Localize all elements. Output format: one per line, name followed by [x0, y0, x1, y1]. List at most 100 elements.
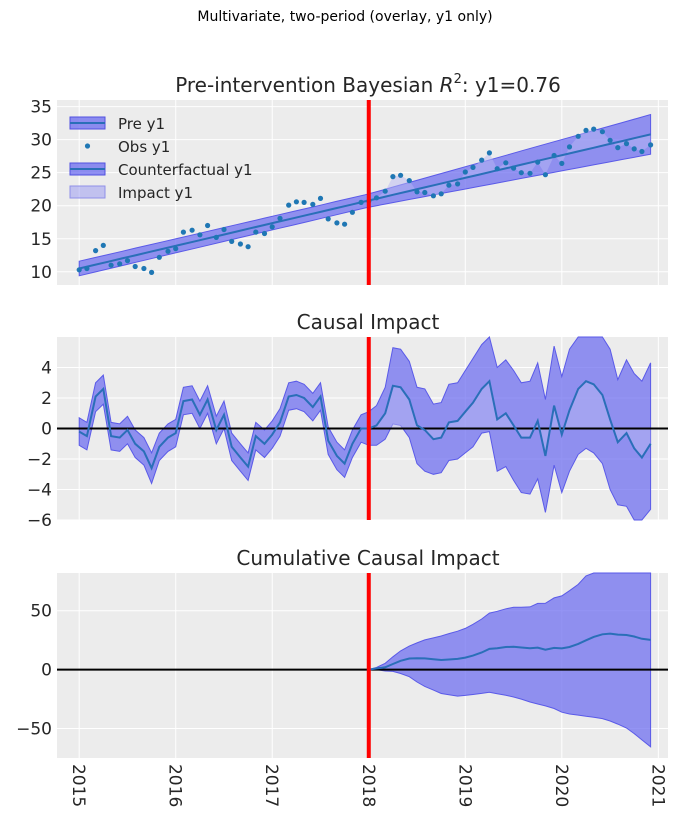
observed-point — [349, 209, 355, 215]
observed-point — [342, 221, 348, 227]
legend-item-impact: Impact y1 — [69, 184, 193, 202]
observed-point — [286, 202, 292, 208]
panel1-title-r: R — [440, 73, 454, 97]
cumulative-mean-line — [368, 632, 651, 671]
x-tick-label: 2019 — [454, 764, 474, 807]
observed-point — [623, 141, 630, 147]
panel1-data — [76, 100, 654, 285]
y-tick-label: 20 — [30, 197, 52, 217]
legend-item-obs: Obs y1 — [84, 138, 170, 156]
observed-point — [583, 127, 589, 133]
y-tick-label: −2 — [27, 450, 52, 470]
y-tick-label: 15 — [30, 230, 52, 250]
observed-point — [398, 172, 404, 178]
observed-point — [551, 152, 557, 159]
observed-point — [648, 142, 654, 148]
observed-point — [213, 234, 219, 240]
observed-point — [438, 191, 444, 197]
observed-point — [141, 265, 147, 272]
observed-point — [542, 172, 549, 178]
y-tick-label: 0 — [41, 661, 52, 681]
legend-dot-obs — [84, 143, 91, 149]
panel1-title: Pre-intervention Bayesian R2: y1=0.76 — [175, 72, 561, 97]
observed-point — [93, 248, 99, 254]
observed-point — [446, 182, 452, 188]
observed-point — [599, 129, 606, 135]
impact-shading — [368, 129, 651, 202]
observed-point — [149, 269, 155, 275]
observed-point — [639, 148, 645, 155]
y-tick-label: 35 — [30, 98, 52, 118]
observed-point — [221, 226, 227, 233]
observed-point — [494, 166, 500, 172]
observed-point — [527, 170, 533, 176]
observed-point — [462, 169, 468, 175]
observed-point — [156, 254, 162, 260]
observed-point — [470, 164, 476, 170]
x-tick-label: 2020 — [551, 764, 571, 807]
observed-point — [486, 150, 492, 156]
panel-causal-impact: Causal Impact −6 −4 −2 0 2 4 — [27, 310, 668, 531]
x-tick-label: 2017 — [261, 764, 281, 807]
observed-point — [173, 246, 179, 252]
observed-point — [422, 189, 428, 196]
observed-point — [575, 133, 581, 139]
observed-point — [237, 241, 243, 247]
y-tick-label: 0 — [41, 420, 52, 440]
observed-point — [591, 126, 597, 132]
observed-point — [518, 170, 524, 176]
y-tick-label: −50 — [16, 720, 52, 740]
y-tick-label: 2 — [41, 389, 52, 409]
y-tick-label: 25 — [30, 164, 52, 184]
legend-label-impact: Impact y1 — [118, 184, 193, 202]
legend-label-counterfactual: Counterfactual y1 — [118, 161, 253, 179]
observed-point — [373, 195, 380, 201]
observed-point — [205, 222, 211, 229]
observed-point — [132, 263, 138, 270]
y-tick-label: 30 — [30, 131, 52, 151]
observed-point — [406, 178, 412, 184]
observed-point — [301, 199, 307, 205]
observed-point — [510, 165, 517, 171]
observed-point — [334, 220, 340, 226]
observed-point — [269, 224, 275, 230]
y-tick-label: −6 — [27, 511, 52, 531]
observed-point — [245, 244, 251, 250]
y-tick-label: 50 — [30, 602, 52, 622]
observed-point — [293, 199, 299, 205]
legend-swatch-impact — [69, 185, 106, 199]
panel1-title-suffix: : y1=0.76 — [462, 73, 561, 97]
legend-item-pre: Pre y1 — [69, 115, 165, 133]
observed-point — [165, 248, 171, 254]
observed-point — [430, 193, 436, 199]
panel2-yticks: −6 −4 −2 0 2 4 — [27, 359, 52, 532]
panel1-title-prefix: Pre-intervention Bayesian — [175, 73, 439, 97]
observed-point — [390, 174, 396, 180]
observed-point — [503, 160, 509, 166]
observed-point — [535, 159, 541, 165]
panel2-data — [57, 336, 668, 521]
panel3-data — [57, 572, 668, 758]
legend-label-obs: Obs y1 — [118, 138, 170, 156]
observed-point — [310, 201, 316, 207]
panel-pre-intervention: Pre-intervention Bayesian R2: y1=0.76 10… — [30, 72, 668, 285]
legend: Pre y1 Obs y1 Counterfactual y1 Impact y… — [69, 115, 253, 202]
observed-point — [229, 238, 235, 244]
panel-cumulative-impact: Cumulative Causal Impact −50 0 50 2015 2016… — [16, 546, 668, 807]
y-tick-label: −4 — [27, 481, 52, 501]
observed-point — [84, 265, 90, 272]
observed-point — [180, 229, 186, 235]
panel3-title: Cumulative Causal Impact — [236, 546, 499, 570]
observed-point — [479, 157, 485, 163]
observed-point — [414, 189, 420, 195]
x-tick-label: 2015 — [68, 764, 88, 807]
panel3-xticks: 2015 2016 2017 2018 2019 2020 2021 — [68, 764, 667, 807]
observed-point — [277, 215, 283, 221]
legend-item-counterfactual: Counterfactual y1 — [69, 161, 253, 179]
observed-point — [197, 232, 203, 238]
observed-point — [253, 229, 259, 235]
panel1-title-sup: 2 — [454, 72, 462, 87]
x-tick-label: 2018 — [358, 764, 378, 807]
observed-point — [108, 262, 114, 268]
